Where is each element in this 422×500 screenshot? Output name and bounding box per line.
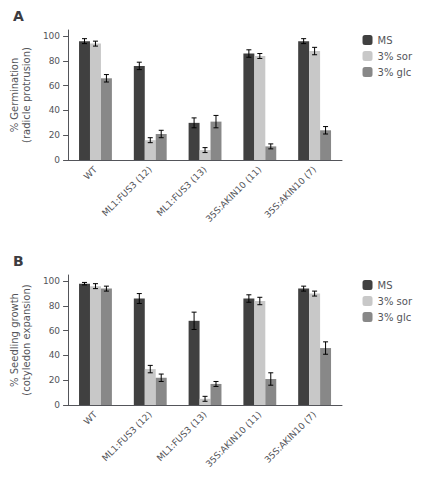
svg-text:0: 0 xyxy=(54,155,60,165)
svg-text:B: B xyxy=(13,253,24,269)
svg-text:ML1:FUS3 (13): ML1:FUS3 (13) xyxy=(155,164,209,218)
svg-text:80: 80 xyxy=(49,56,61,66)
svg-text:60: 60 xyxy=(49,326,61,336)
svg-text:35S:AKIN10 (7): 35S:AKIN10 (7) xyxy=(263,164,319,220)
svg-text:3% glc: 3% glc xyxy=(378,67,412,78)
svg-text:40: 40 xyxy=(49,105,61,115)
svg-text:20: 20 xyxy=(49,375,61,385)
svg-text:0: 0 xyxy=(54,400,60,410)
svg-text:100: 100 xyxy=(43,276,60,286)
svg-text:3% sor: 3% sor xyxy=(378,51,413,62)
svg-text:35S:AKIN10 (7): 35S:AKIN10 (7) xyxy=(263,409,319,465)
svg-text:% Germination: % Germination xyxy=(9,58,20,133)
svg-text:35S:AKIN10 (11): 35S:AKIN10 (11) xyxy=(204,164,264,224)
svg-text:3% sor: 3% sor xyxy=(378,296,413,307)
svg-text:WT: WT xyxy=(82,409,100,427)
svg-text:(cotyledon expansion): (cotyledon expansion) xyxy=(21,284,32,395)
svg-text:% Seedling growth: % Seedling growth xyxy=(9,293,20,387)
svg-text:WT: WT xyxy=(82,164,100,182)
svg-text:40: 40 xyxy=(49,350,61,360)
svg-text:ML1:FUS3 (12): ML1:FUS3 (12) xyxy=(100,409,154,463)
svg-text:(radicle protrusion): (radicle protrusion) xyxy=(21,47,32,143)
svg-text:MS: MS xyxy=(378,280,393,291)
svg-text:60: 60 xyxy=(49,81,61,91)
svg-text:35S:AKIN10 (11): 35S:AKIN10 (11) xyxy=(204,409,264,469)
svg-text:ML1:FUS3 (12): ML1:FUS3 (12) xyxy=(100,164,154,218)
svg-text:MS: MS xyxy=(378,35,393,46)
svg-text:100: 100 xyxy=(43,31,60,41)
svg-text:A: A xyxy=(13,8,24,24)
svg-text:80: 80 xyxy=(49,301,61,311)
svg-text:20: 20 xyxy=(49,130,61,140)
svg-text:3% glc: 3% glc xyxy=(378,312,412,323)
svg-text:ML1:FUS3 (13): ML1:FUS3 (13) xyxy=(155,409,209,463)
